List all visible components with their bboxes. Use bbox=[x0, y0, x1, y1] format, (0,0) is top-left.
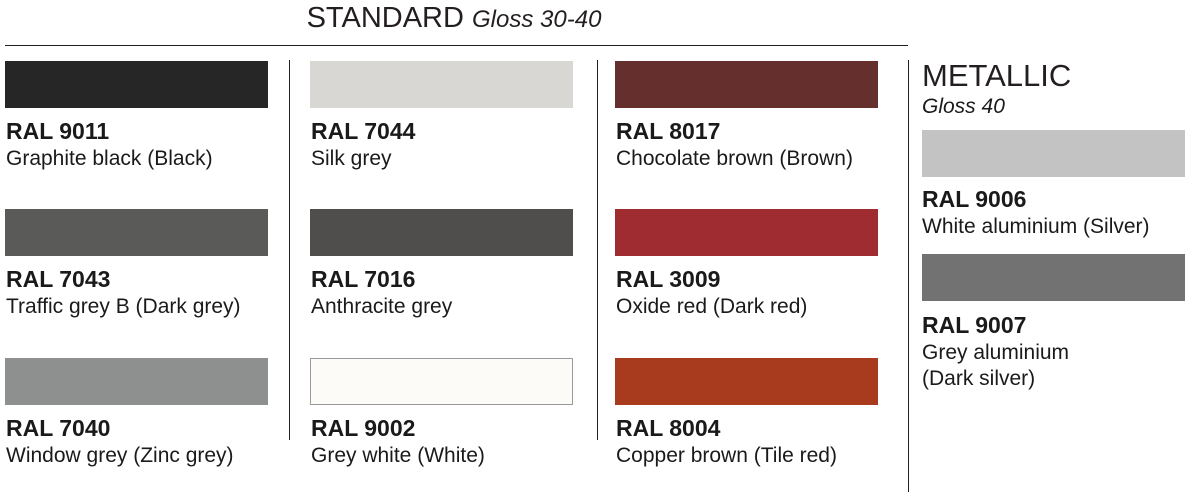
color-name: Anthracite grey bbox=[311, 295, 453, 318]
color-code: RAL 8017 bbox=[616, 118, 721, 144]
color-name: (Dark silver) bbox=[922, 367, 1036, 390]
divider bbox=[5, 45, 908, 46]
color-name: Window grey (Zinc grey) bbox=[6, 444, 234, 467]
color-code: RAL 9002 bbox=[311, 415, 416, 441]
color-name: White aluminium (Silver) bbox=[922, 215, 1150, 238]
color-swatch bbox=[922, 130, 1185, 177]
page-title: STANDARD Gloss 30-40 bbox=[0, 2, 908, 35]
color-code: RAL 9006 bbox=[922, 186, 1027, 212]
color-name: Grey white (White) bbox=[311, 444, 485, 467]
divider bbox=[908, 60, 909, 492]
color-name: Copper brown (Tile red) bbox=[616, 444, 837, 467]
color-swatch bbox=[310, 358, 573, 405]
divider bbox=[597, 60, 598, 440]
color-code: RAL 7044 bbox=[311, 118, 416, 144]
color-code: RAL 9007 bbox=[922, 312, 1027, 338]
color-swatch bbox=[5, 358, 268, 405]
color-code: RAL 7043 bbox=[6, 266, 111, 292]
color-name: Chocolate brown (Brown) bbox=[616, 147, 853, 170]
color-name: Silk grey bbox=[311, 147, 392, 170]
color-name: Oxide red (Dark red) bbox=[616, 295, 808, 318]
color-swatch bbox=[615, 61, 878, 108]
color-swatch bbox=[5, 209, 268, 256]
color-swatch bbox=[5, 61, 268, 108]
color-code: RAL 9011 bbox=[6, 118, 110, 144]
standard-title: STANDARD bbox=[306, 2, 464, 34]
color-name: Graphite black (Black) bbox=[6, 147, 213, 170]
standard-gloss: Gloss 30-40 bbox=[472, 6, 602, 33]
color-name: Grey aluminium bbox=[922, 341, 1070, 364]
color-code: RAL 7040 bbox=[6, 415, 111, 441]
divider bbox=[289, 60, 290, 440]
color-code: RAL 8004 bbox=[616, 415, 721, 441]
color-swatch bbox=[310, 61, 573, 108]
color-swatch bbox=[615, 358, 878, 405]
metallic-gloss: Gloss 40 bbox=[922, 95, 1005, 118]
color-code: RAL 3009 bbox=[616, 266, 721, 292]
color-swatch bbox=[922, 254, 1185, 301]
color-code: RAL 7016 bbox=[311, 266, 416, 292]
color-swatch bbox=[310, 209, 573, 256]
color-name: Traffic grey B (Dark grey) bbox=[6, 295, 241, 318]
color-swatch bbox=[615, 209, 878, 256]
metallic-title: METALLIC bbox=[922, 58, 1072, 93]
